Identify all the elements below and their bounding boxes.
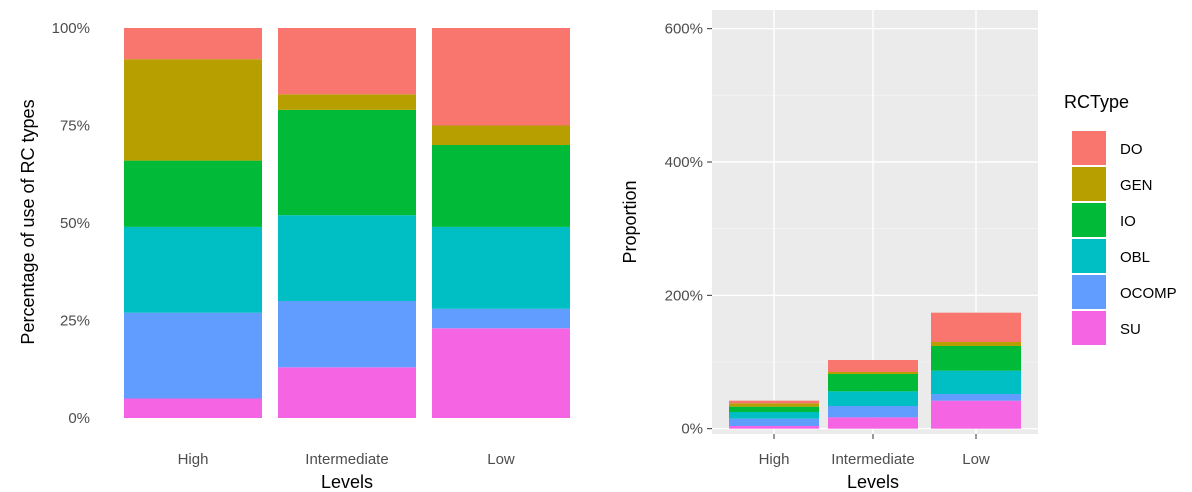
right-y-tick-label: 400%	[665, 154, 703, 171]
legend-title: RCType	[1064, 92, 1129, 112]
right-bar-low-obl	[931, 370, 1021, 394]
right-y-axis-title: Proportion	[620, 180, 640, 263]
legend-label-io: IO	[1120, 213, 1136, 230]
legend-label-su: SU	[1120, 321, 1141, 338]
left-bar-high-obl	[124, 226, 262, 313]
left-x-tick-label: High	[178, 451, 209, 468]
left-bar-intermediate-io	[278, 109, 416, 216]
left-y-tick-label: 0%	[68, 410, 90, 427]
right-bar-high-io	[729, 406, 819, 412]
right-x-tick-label: Intermediate	[831, 451, 914, 468]
legend-label-do: DO	[1120, 141, 1143, 158]
right-x-axis-title: Levels	[847, 472, 899, 492]
right-x-tick-label: Low	[962, 451, 990, 468]
left-bar-intermediate-do	[278, 28, 416, 95]
right-bar-high-su	[729, 426, 819, 429]
left-bar-low-io	[432, 145, 570, 227]
right-y-tick-label: 600%	[665, 21, 703, 38]
right-bar-intermediate-su	[828, 417, 918, 429]
right-bar-low-io	[931, 346, 1021, 371]
left-bar-low-ocomp	[432, 308, 570, 329]
left-y-tick-label: 100%	[52, 20, 90, 37]
legend-label-ocomp: OCOMP	[1120, 285, 1177, 302]
right-bar-intermediate-do	[828, 360, 918, 372]
right-bar-high-do	[729, 400, 819, 404]
right-stacked-proportion-chart: 0% 200% 400% 600% High Intermediate Low Level…	[620, 10, 1038, 492]
left-bar-high-su	[124, 398, 262, 418]
right-x-tick-label: High	[759, 451, 790, 468]
legend-key-io	[1072, 203, 1106, 237]
left-bar-intermediate-su	[278, 367, 416, 418]
right-bar-intermediate-gen	[828, 372, 918, 374]
left-bar-low-do	[432, 28, 570, 126]
right-bar-high-gen	[729, 403, 819, 407]
left-bar-low-obl	[432, 226, 570, 309]
left-bar-intermediate-obl	[278, 215, 416, 301]
right-bar-intermediate-obl	[828, 391, 918, 406]
left-bar-high-gen	[124, 59, 262, 161]
left-bar-intermediate-gen	[278, 94, 416, 110]
right-bar-low-ocomp	[931, 394, 1021, 401]
right-y-tick-label: 200%	[665, 287, 703, 304]
right-bar-low-su	[931, 400, 1021, 429]
left-y-tick-label: 25%	[60, 313, 90, 330]
right-bar-high-ocomp	[729, 418, 819, 426]
right-bar-low-gen	[931, 342, 1021, 346]
legend: RCType DO GEN IO OBL OCOMP SU	[1064, 92, 1177, 345]
left-bar-intermediate-ocomp	[278, 301, 416, 368]
left-bar-high-ocomp	[124, 312, 262, 399]
legend-key-su	[1072, 311, 1106, 345]
left-y-tick-label: 75%	[60, 118, 90, 135]
left-x-tick-label: Intermediate	[305, 451, 388, 468]
left-bar-high-do	[124, 28, 262, 60]
legend-label-gen: GEN	[1120, 177, 1153, 194]
right-y-tick-label: 0%	[681, 421, 703, 438]
left-bar-high-io	[124, 160, 262, 227]
left-x-tick-label: Low	[487, 451, 515, 468]
legend-label-obl: OBL	[1120, 249, 1150, 266]
right-bar-high-obl	[729, 412, 819, 419]
right-bar-low-do	[931, 312, 1021, 342]
left-bar-low-su	[432, 328, 570, 418]
left-stacked-percent-chart: 0% 25% 50% 75% 100% High Intermediate Low Leve…	[18, 20, 570, 492]
legend-key-ocomp	[1072, 275, 1106, 309]
left-bar-low-gen	[432, 125, 570, 145]
right-bar-intermediate-ocomp	[828, 406, 918, 418]
left-y-tick-label: 50%	[60, 215, 90, 232]
legend-key-do	[1072, 131, 1106, 165]
legend-key-obl	[1072, 239, 1106, 273]
legend-key-gen	[1072, 167, 1106, 201]
left-x-axis-title: Levels	[321, 472, 373, 492]
right-bar-intermediate-io	[828, 374, 918, 392]
left-y-axis-title: Percentage of use of RC types	[18, 99, 38, 344]
